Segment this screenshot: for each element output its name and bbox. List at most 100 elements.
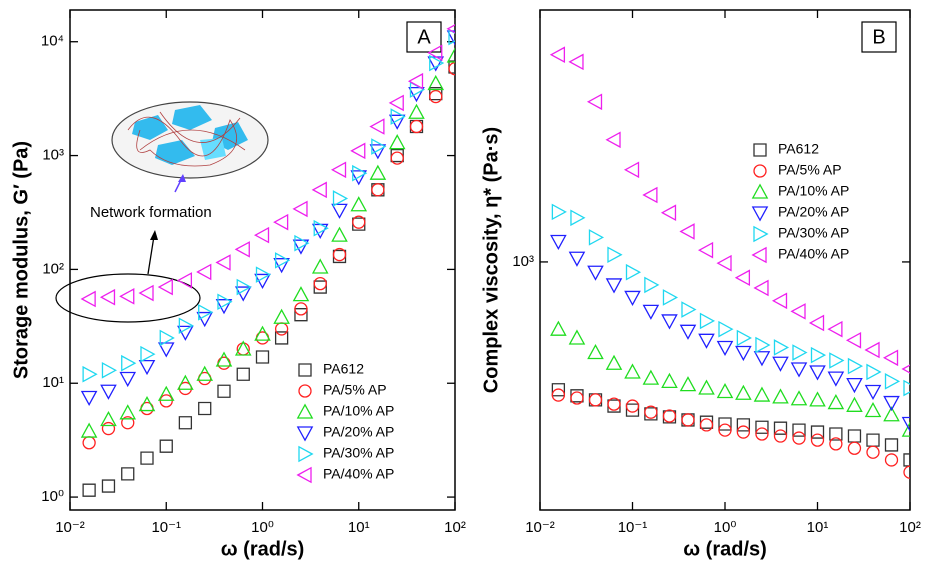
data-point [80,290,96,308]
data-point [448,28,455,46]
data-point [313,219,329,237]
y-axis-title: Storage modulus, G′ (Pa) [10,141,32,379]
data-point [82,483,96,497]
legend-marker [753,143,767,157]
y-tick-label: 10⁴ [41,33,64,50]
data-point [388,94,404,112]
data-point [138,284,154,302]
data-point [901,416,910,433]
data-point [755,336,771,354]
data-point [273,213,289,231]
legend-label: PA/10% AP [778,183,849,199]
data-point [446,30,455,46]
data-point [159,329,175,347]
data-point [773,429,788,443]
data-point [176,272,193,289]
data-point [625,399,640,413]
y-tick-label: 10¹ [42,374,64,391]
data-point [409,119,424,134]
data-point [866,363,882,381]
annotation: Network formation [90,204,212,221]
data-point [273,308,290,324]
data-point [313,276,327,291]
data-point [607,399,621,413]
legend-label: PA612 [778,141,819,157]
data-point [350,196,368,212]
panel-label-box [406,21,442,53]
data-point [866,445,880,459]
data-point [697,241,714,259]
data-point [809,391,826,407]
legend-label: PA/40% AP [323,466,394,482]
data-point [196,365,214,381]
data-point [311,258,329,274]
data-point [215,299,233,315]
data-point [716,254,732,272]
data-point [625,263,642,281]
data-point [734,269,751,287]
data-point [549,46,566,64]
data-point [623,161,640,179]
legend-label: PA/5% AP [323,382,387,398]
data-point [82,365,98,383]
data-point [679,324,697,340]
data-point [448,62,455,76]
data-point [827,371,845,387]
data-point [350,170,368,186]
data-point [864,384,882,401]
data-point [100,410,117,427]
data-point [808,314,825,332]
data-point [217,293,233,311]
panel-label-box [861,21,897,53]
data-point [883,395,900,412]
series-group [80,24,455,497]
legend-label: PA/30% AP [323,445,394,461]
data-point [157,342,175,358]
legend-marker [296,403,314,419]
data-point [882,349,899,367]
data-point [331,203,348,219]
data-point [903,453,910,467]
data-point [625,403,640,417]
data-point [607,397,621,411]
data-point [119,288,135,305]
data-point [736,425,751,439]
data-point [605,131,621,149]
data-point [371,183,385,197]
data-point [568,329,586,345]
data-point [551,388,566,402]
series-group [549,46,910,479]
data-point [157,385,175,401]
data-point [772,356,789,372]
data-point [369,144,387,160]
data-point [570,391,584,405]
data-point [735,384,752,400]
data-point [550,320,567,336]
data-point [217,384,231,398]
x-tick-label: 10¹ [348,519,370,536]
data-point [755,427,769,441]
data-point [196,311,214,328]
legend-marker [298,384,312,398]
legend-label: PA/30% AP [778,225,849,241]
data-point [331,226,348,242]
data-point [829,437,843,451]
data-point [903,465,910,479]
data-point [866,433,880,447]
data-point [679,376,697,392]
data-point [681,413,695,427]
data-point [236,278,252,296]
x-axis-title: ω (rad/s) [683,538,767,560]
data-point [735,345,752,362]
data-point [753,386,771,402]
data-point [698,379,715,395]
data-point [847,429,862,443]
data-point [607,246,623,264]
data-point [236,367,250,381]
legend-marker [298,363,312,377]
data-point [101,479,116,493]
data-point [140,451,154,465]
data-point [100,384,117,400]
data-point [588,229,605,246]
